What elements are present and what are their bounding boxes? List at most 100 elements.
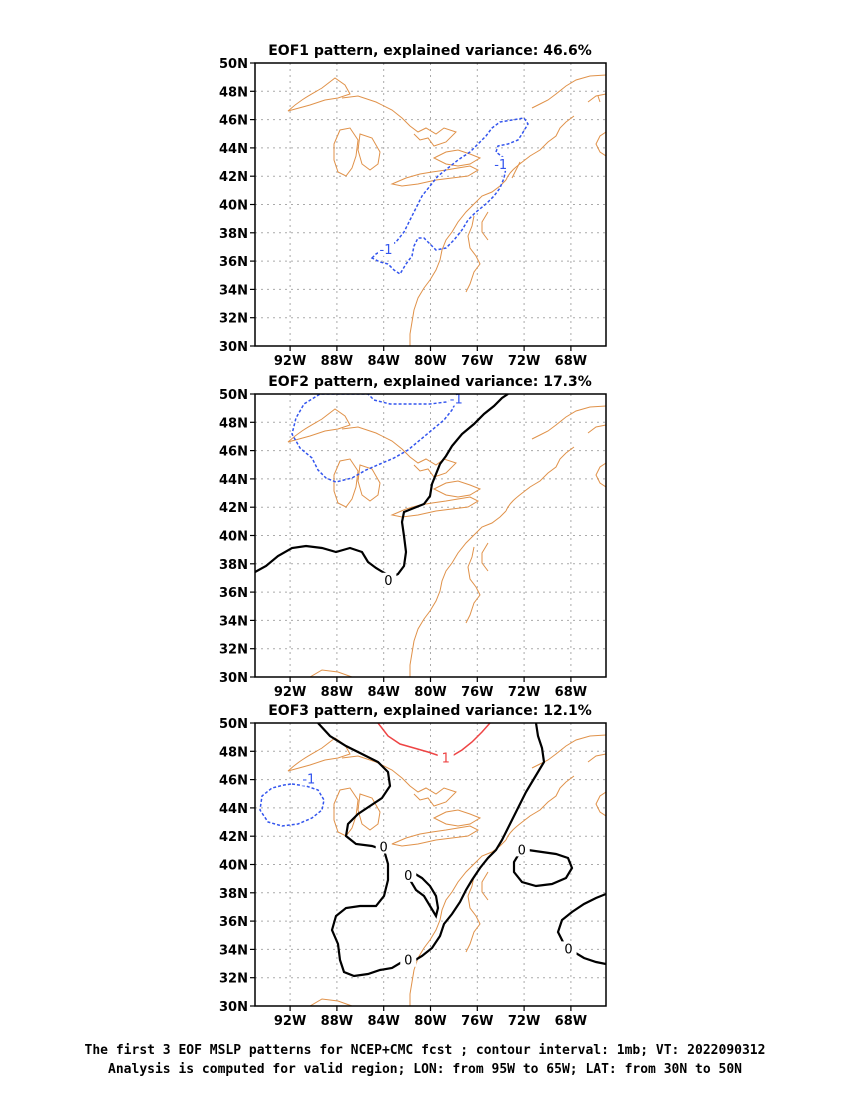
- y-tick-label: 50N: [219, 717, 248, 732]
- eof2-panel: EOF2 pattern, explained variance: 17.3%: [219, 374, 607, 700]
- y-tick-label: 34N: [219, 283, 248, 298]
- eof2-contours: [255, 394, 509, 580]
- eof2-y-ticks: 30N 32N 34N 36N 38N 40N 42N 44N 46N 48N 50N: [219, 388, 255, 686]
- x-tick-label: 80W: [414, 1014, 446, 1029]
- x-tick-label: 84W: [367, 1014, 399, 1029]
- contour-label: -1: [450, 393, 463, 408]
- y-tick-label: 46N: [219, 774, 248, 789]
- contour-label-bg: [448, 394, 465, 406]
- contour-label: 0: [380, 841, 388, 856]
- y-tick-label: 42N: [219, 170, 248, 185]
- y-tick-label: 34N: [219, 943, 248, 958]
- eof1-panel: EOF1 pattern, explained variance: 46.6%: [219, 43, 607, 369]
- x-tick-label: 72W: [508, 354, 540, 369]
- x-tick-label: 80W: [414, 685, 446, 700]
- contour-label: -1: [380, 243, 393, 258]
- y-tick-label: 44N: [219, 142, 248, 157]
- eof2-coastlines: [287, 405, 606, 677]
- contour-label-bg: [513, 842, 530, 857]
- eof1-y-ticks: 30N 32N 34N 36N 38N 40N 42N 44N 46N 48N 50N: [219, 57, 255, 355]
- x-tick-label: 68W: [555, 354, 587, 369]
- y-tick-label: 32N: [219, 972, 248, 987]
- contour-label-bg: [400, 952, 417, 967]
- contour-label: 1: [442, 751, 450, 766]
- y-tick-label: 40N: [219, 859, 248, 874]
- eof2-grid: [255, 394, 606, 677]
- contour-label: 0: [404, 869, 412, 884]
- y-tick-label: 32N: [219, 643, 248, 658]
- eof1-contours: [370, 117, 529, 276]
- y-tick-label: 30N: [219, 1000, 248, 1015]
- y-tick-label: 38N: [219, 558, 248, 573]
- y-tick-label: 30N: [219, 340, 248, 355]
- x-tick-label: 88W: [321, 685, 353, 700]
- eof3-x-ticks: 92W 88W 84W 80W 76W 72W 68W: [274, 1006, 587, 1029]
- y-tick-label: 46N: [219, 114, 248, 129]
- x-tick-label: 76W: [461, 685, 493, 700]
- x-tick-label: 92W: [274, 685, 306, 700]
- x-tick-label: 92W: [274, 354, 306, 369]
- x-tick-label: 76W: [461, 1014, 493, 1029]
- eof1-x-ticks: 92W 88W 84W 80W 76W 72W 68W: [274, 346, 587, 369]
- x-tick-label: 84W: [367, 354, 399, 369]
- y-tick-label: 40N: [219, 199, 248, 214]
- y-tick-label: 42N: [219, 830, 248, 845]
- x-tick-label: 72W: [508, 685, 540, 700]
- contour-label-bg: [492, 156, 509, 171]
- eof1-contour-labels: -1 -1: [378, 156, 509, 258]
- contour-label-bg: [437, 750, 454, 765]
- y-tick-label: 38N: [219, 887, 248, 902]
- contour-label: -1: [302, 773, 315, 788]
- eof2-x-ticks: 92W 88W 84W 80W 76W 72W 68W: [274, 677, 587, 700]
- y-tick-label: 36N: [219, 915, 248, 930]
- y-tick-label: 36N: [219, 255, 248, 270]
- contour-label: 0: [518, 843, 526, 858]
- y-tick-label: 30N: [219, 671, 248, 686]
- caption-line-1: The first 3 EOF MSLP patterns for NCEP+C…: [84, 1043, 766, 1058]
- contour-label: 0: [564, 942, 572, 957]
- x-tick-label: 80W: [414, 354, 446, 369]
- x-tick-label: 88W: [321, 354, 353, 369]
- y-tick-label: 48N: [219, 745, 248, 760]
- x-tick-label: 76W: [461, 354, 493, 369]
- eof2-title: EOF2 pattern, explained variance: 17.3%: [268, 374, 592, 390]
- x-tick-label: 68W: [555, 685, 587, 700]
- y-tick-label: 50N: [219, 388, 248, 403]
- contour-label-bg: [300, 771, 317, 786]
- eof1-coastlines: [287, 74, 606, 346]
- eof1-title: EOF1 pattern, explained variance: 46.6%: [268, 43, 592, 59]
- y-tick-label: 48N: [219, 85, 248, 100]
- contour-label-bg: [400, 867, 417, 882]
- contour-label: 0: [384, 574, 392, 589]
- contour-label: -1: [494, 158, 507, 173]
- y-tick-label: 44N: [219, 473, 248, 488]
- eof3-panel: EOF3 pattern, explained variance: 12.1%: [219, 703, 607, 1029]
- y-tick-label: 40N: [219, 530, 248, 545]
- x-tick-label: 68W: [555, 1014, 587, 1029]
- eof3-contour-labels: 1 -1 0 0 0 0 0: [300, 750, 577, 969]
- eof3-title: EOF3 pattern, explained variance: 12.1%: [268, 703, 592, 719]
- y-tick-label: 32N: [219, 312, 248, 327]
- eof1-grid: [255, 63, 606, 346]
- y-tick-label: 44N: [219, 802, 248, 817]
- contour-label-bg: [378, 241, 395, 256]
- eof3-contours: [259, 723, 606, 978]
- y-tick-label: 36N: [219, 586, 248, 601]
- x-tick-label: 88W: [321, 1014, 353, 1029]
- y-tick-label: 42N: [219, 501, 248, 516]
- contour-label-bg: [560, 941, 577, 956]
- contour-label: 0: [404, 954, 412, 969]
- eof2-contour-labels: -1 0: [380, 393, 465, 589]
- contour-label-bg: [375, 839, 392, 854]
- y-tick-label: 38N: [219, 227, 248, 242]
- contour-label-bg: [380, 572, 397, 587]
- eof3-coastlines: [287, 734, 606, 1006]
- y-tick-label: 48N: [219, 416, 248, 431]
- y-tick-label: 50N: [219, 57, 248, 72]
- x-tick-label: 72W: [508, 1014, 540, 1029]
- x-tick-label: 92W: [274, 1014, 306, 1029]
- y-tick-label: 34N: [219, 614, 248, 629]
- y-tick-label: 46N: [219, 445, 248, 460]
- x-tick-label: 84W: [367, 685, 399, 700]
